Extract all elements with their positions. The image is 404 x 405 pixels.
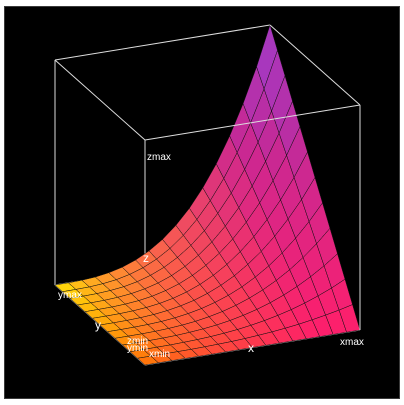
box-edge xyxy=(269,24,361,106)
surface-patch xyxy=(338,304,361,333)
z-axis-label: z xyxy=(143,251,149,265)
zmin-label: zmin xyxy=(127,336,148,347)
surface-mesh xyxy=(54,24,361,366)
xmax-label: xmax xyxy=(340,337,364,348)
ymin-label: ymin xyxy=(127,343,148,354)
bounding-box-front xyxy=(144,24,361,330)
xmin-label: xmin xyxy=(149,349,170,360)
axis-labels: zmax z ymax y zmin ymin xmin x xmax xyxy=(58,152,364,360)
zmax-label: zmax xyxy=(147,152,171,163)
box-edge xyxy=(144,104,361,141)
box-edge xyxy=(54,24,271,61)
box-edge xyxy=(54,59,146,141)
x-axis-label: x xyxy=(248,341,254,355)
y-axis-label: y xyxy=(95,318,101,332)
ymax-label: ymax xyxy=(58,290,82,301)
